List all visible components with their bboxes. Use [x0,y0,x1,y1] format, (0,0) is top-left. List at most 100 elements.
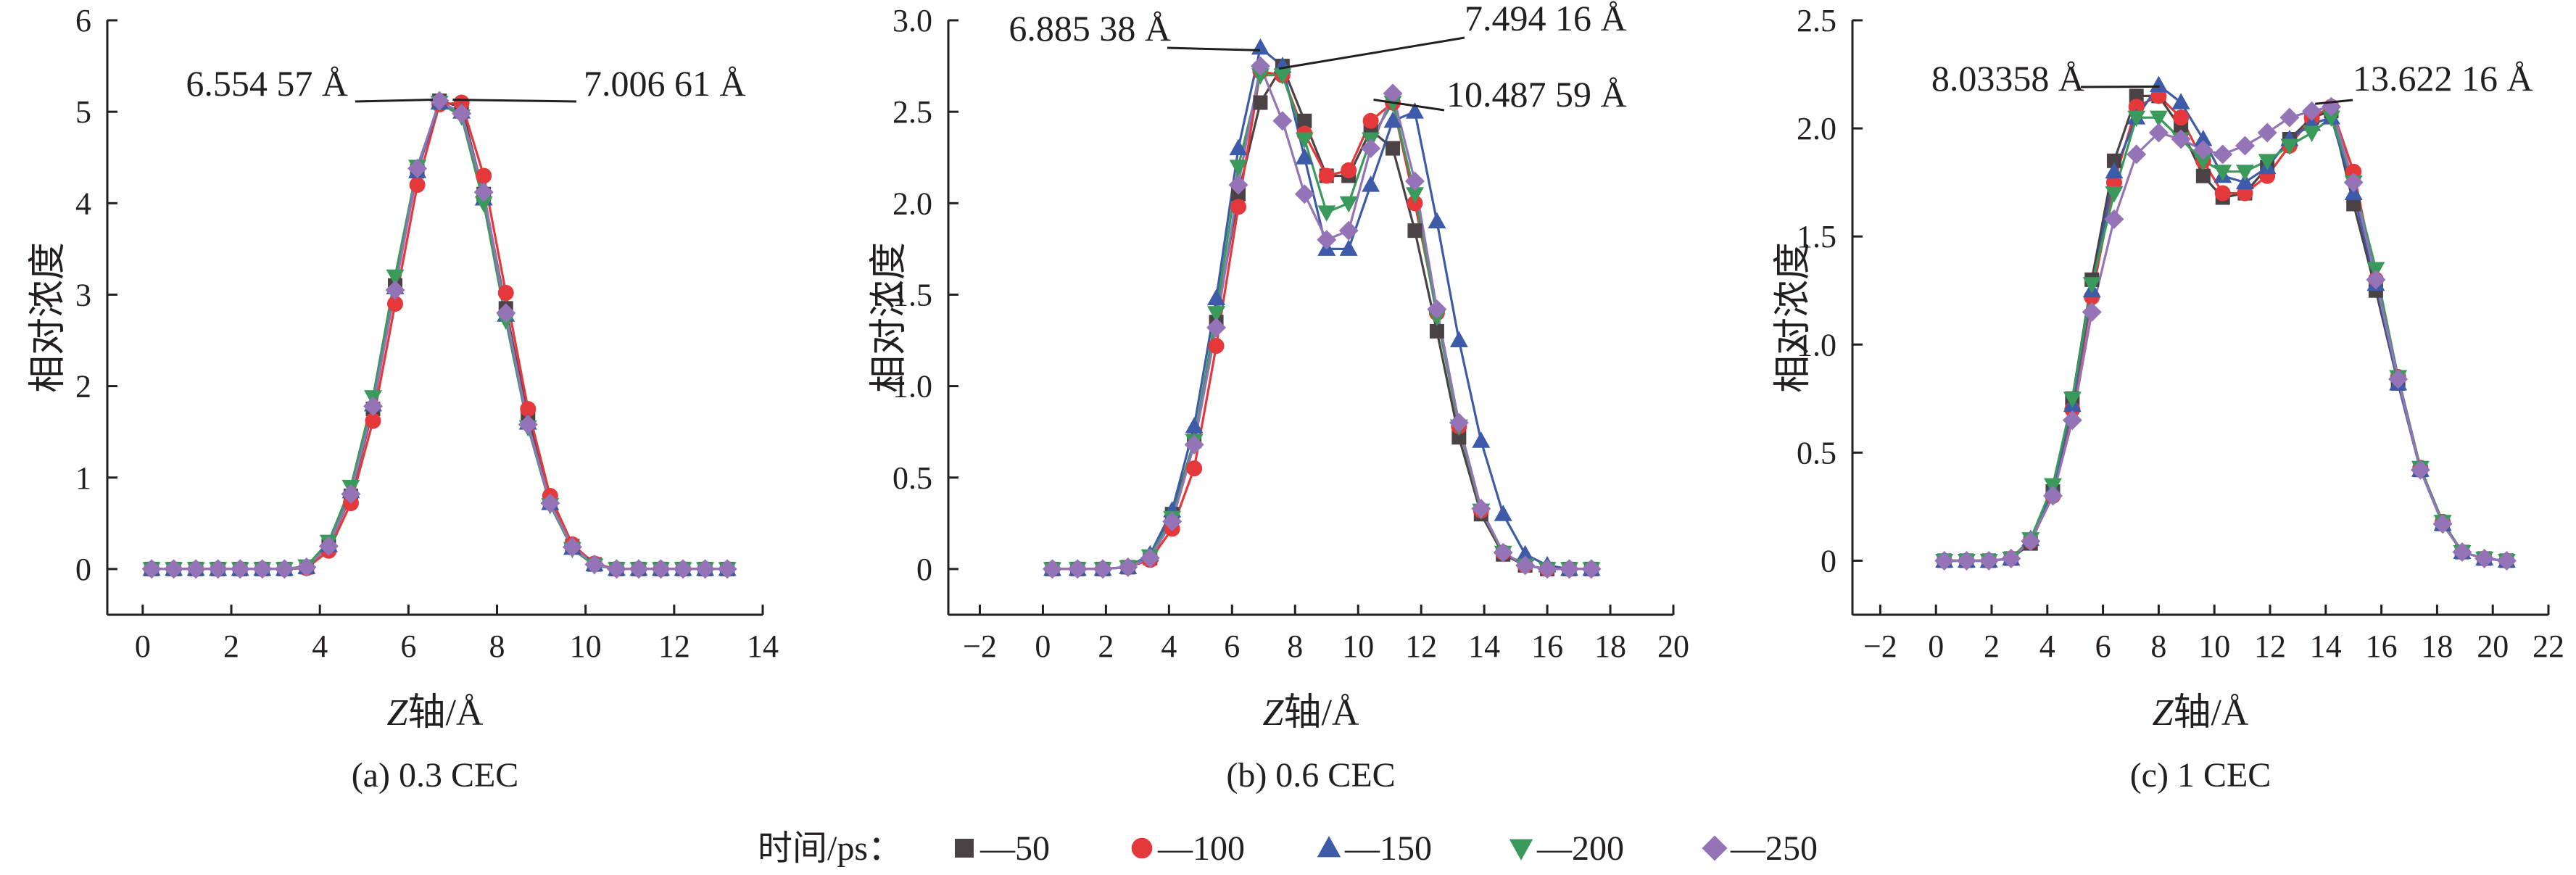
legend-label: —50 [980,829,1050,868]
series-250-point [2021,531,2041,552]
series-200-point [2063,391,2082,408]
series-250-point [1979,550,1999,571]
series-50-point [2106,153,2121,168]
x-tick-label: 8 [489,629,505,664]
series-200-point [2235,165,2254,181]
series-150-point [1339,239,1358,256]
series-250-point [2432,514,2453,534]
series-line-200 [152,101,728,571]
series-200-point [474,196,493,213]
y-tick-label: 2.0 [1797,111,1836,146]
series-250-point [1228,175,1248,195]
x-tick-label: 18 [1594,629,1626,664]
series-250-point [363,396,383,416]
series-250-point [1162,511,1183,531]
series-200-point [2127,110,2146,128]
series-250-point [2104,209,2124,229]
series-200-point [1339,196,1358,213]
x-axis-label: Z轴/Å [2153,692,2249,734]
series-50-point [1253,95,1268,110]
series-250-point [1118,557,1138,577]
x-tick-label: −2 [963,629,997,664]
series-250-point [1581,559,1602,579]
peak-annotation: 6.885 38 Å [1009,8,1171,49]
series-250-point [1093,559,1113,579]
x-tick-label: 20 [1657,629,1689,664]
peak-annotation: 10.487 59 Å [1446,74,1627,115]
series-50-point [2346,196,2361,212]
peak-annotation: 7.494 16 Å [1465,0,1627,38]
x-tick-label: 12 [2254,629,2286,664]
chart-panel-2: 0 0.5 1.0 1.5 2.0 2.5 3.0 −2 0 2 4 6 8 10 12 14 16 18 20 相对… [869,0,1689,795]
series-200-point [2280,138,2299,155]
series-250-point [1317,230,1337,250]
series-250-point [496,303,516,323]
series-250-point [629,559,649,579]
annotation-leader-line [452,99,577,103]
series-150-point [1383,111,1402,128]
series-250-point [2279,107,2300,128]
series-100-point [1230,199,1246,215]
x-tick-label: 16 [2366,629,2398,664]
series-250-point [1140,548,1160,568]
series-250-point [2042,486,2063,506]
series-250-point [2148,123,2169,143]
y-tick-label: 2.5 [893,94,932,130]
series-50-point [1297,113,1312,128]
series-250-point [518,415,538,435]
series-150-point [2105,162,2124,179]
legend-label: —150 [1344,829,1432,868]
series-250-point [208,559,228,579]
panel-caption: (c) 1 CEC [2130,756,2271,795]
series-150-point [1516,544,1535,562]
legend-marker-square [955,839,974,858]
series-150-point [1494,505,1512,521]
series-250-point [341,484,361,504]
series-100-point [1341,162,1357,178]
y-tick-label: 3.0 [893,3,932,38]
y-tick-label: 0.5 [893,460,932,496]
series-250-point [2474,548,2495,568]
series-100-point [387,296,404,312]
series-250-point [2001,548,2021,568]
panel-caption: (a) 0.3 CEC [352,756,519,795]
series-250-point [540,493,560,513]
series-250-point [2126,144,2147,165]
series-200-point [1229,159,1248,176]
series-200-point [2105,186,2124,203]
y-tick-label: 4 [75,186,91,221]
series-150-point [2171,93,2190,109]
annotation-leader-line [2080,85,2160,88]
series-150-point [1229,138,1248,156]
series-100-point [497,284,514,301]
series-250-point [230,559,250,579]
x-tick-label: 12 [658,629,690,664]
y-axis-label: 相对浓度 [28,242,69,393]
series-200-point [1405,187,1424,204]
series-100-point [409,177,426,194]
series-250-point [164,559,184,579]
series-100-point [2214,185,2231,202]
x-tick-label: 14 [2310,629,2342,664]
legend-marker-triangle-up [1317,836,1341,858]
x-tick-label: 6 [1224,629,1240,664]
series-250-point [673,559,693,579]
series-250-point [407,158,428,178]
y-tick-label: 1.0 [1797,327,1836,362]
series-200-point [1207,306,1226,323]
series-250-point [1493,542,1513,563]
series-50-point [1451,430,1467,445]
series-200-point [1317,205,1336,222]
series-200-point [2322,110,2340,128]
series-150-point [1449,331,1468,348]
series-250-point [651,559,671,579]
y-tick-label: 2.0 [893,186,932,221]
x-tick-label: −2 [1863,629,1897,664]
series-250-point [1560,559,1580,579]
y-tick-label: 0 [75,552,91,587]
series-250-point [2062,410,2082,431]
x-axis-label-italic: Z [387,692,409,734]
legend: 时间/ps： —50 —100 —150 —200 —250 [758,829,1818,868]
series-150-point [1185,417,1204,434]
